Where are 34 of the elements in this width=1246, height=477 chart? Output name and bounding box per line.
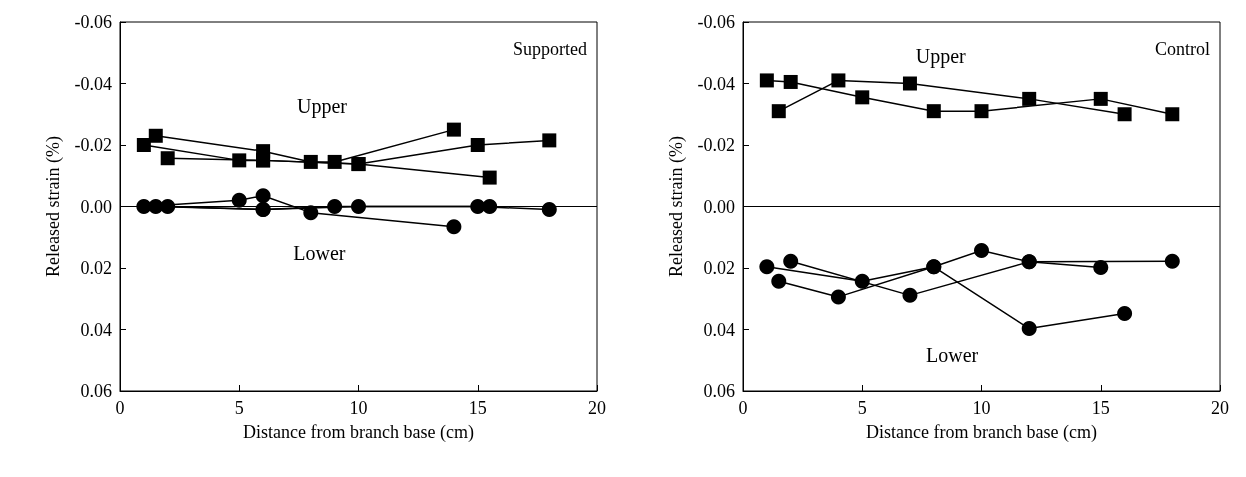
- annotation: Upper: [296, 94, 348, 118]
- y-axis-title: Released strain (%): [666, 136, 687, 277]
- y-tick-label: -0.04: [74, 73, 112, 94]
- y-tick-label: 0.00: [80, 196, 112, 217]
- annotation: Control: [1155, 39, 1211, 59]
- x-tick-label: 20: [1211, 398, 1229, 418]
- y-tick-label: 0.06: [703, 381, 735, 401]
- y-tick-label: 0.00: [703, 196, 735, 217]
- y-tick-label: -0.06: [697, 12, 735, 32]
- y-tick-label: -0.04: [697, 73, 735, 94]
- annotation: Upper: [915, 45, 967, 69]
- x-axis-title: Distance from branch base (cm): [243, 422, 474, 443]
- y-tick-label: 0.04: [80, 319, 112, 340]
- y-tick-label: 0.06: [80, 381, 112, 401]
- x-tick-label: 5: [857, 398, 867, 418]
- x-tick-label: 20: [588, 398, 606, 418]
- x-tick-label: 0: [738, 398, 748, 418]
- x-tick-label: 15: [468, 398, 487, 418]
- x-axis-title: Distance from branch base (cm): [866, 422, 1097, 443]
- x-tick-label: 15: [1091, 398, 1110, 418]
- y-tick-label: 0.02: [80, 258, 112, 278]
- y-tick-label: -0.02: [697, 135, 735, 155]
- y-tick-label: 0.02: [703, 258, 735, 278]
- annotation: Supported: [513, 39, 587, 59]
- y-tick-label: -0.02: [74, 135, 112, 155]
- x-tick-label: 5: [234, 398, 244, 418]
- y-axis-title: Released strain (%): [43, 136, 64, 277]
- y-tick-label: -0.06: [74, 12, 112, 32]
- annotation: Lower: [925, 343, 979, 366]
- y-tick-label: 0.04: [703, 319, 735, 340]
- x-tick-label: 0: [115, 398, 125, 418]
- x-tick-label: 10: [349, 398, 368, 418]
- x-tick-label: 10: [972, 398, 991, 418]
- annotation: Lower: [293, 241, 346, 264]
